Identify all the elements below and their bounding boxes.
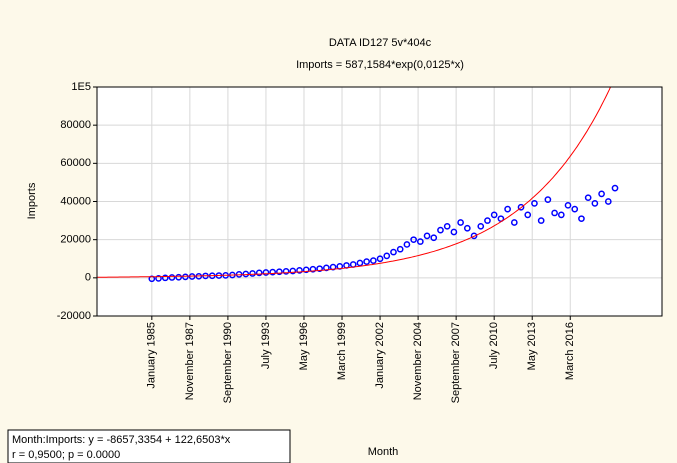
data-point <box>296 267 303 274</box>
data-point <box>437 226 444 234</box>
data-point <box>416 238 424 245</box>
data-point <box>249 270 256 277</box>
y-tick-label: 80000 <box>60 119 91 131</box>
data-point <box>423 232 431 240</box>
x-tick-label: March 1999 <box>336 322 348 380</box>
data-point <box>175 273 183 281</box>
data-point <box>323 264 330 272</box>
data-point <box>484 217 491 224</box>
data-point <box>289 267 297 275</box>
data-point <box>544 196 552 203</box>
y-tick-label: 60000 <box>60 157 91 169</box>
data-point <box>161 274 169 282</box>
data-point <box>403 241 411 248</box>
x-tick-label: January 2002 <box>374 322 386 389</box>
y-tick-label: -20000 <box>57 310 91 322</box>
data-point <box>356 259 364 267</box>
data-point <box>598 190 605 198</box>
data-point <box>517 203 525 211</box>
data-point <box>262 269 270 276</box>
data-point <box>504 205 511 213</box>
x-tick-label: May 2013 <box>526 322 538 370</box>
data-point <box>168 274 176 281</box>
x-tick-label: July 1993 <box>260 322 272 369</box>
x-tick-label: September 2007 <box>450 322 462 403</box>
data-point <box>557 211 565 219</box>
data-point <box>470 232 478 240</box>
data-point <box>302 266 310 274</box>
x-tick-label: July 2010 <box>488 322 500 369</box>
data-point <box>584 194 592 202</box>
x-tick-label: March 2016 <box>564 322 576 380</box>
x-tick-label: November 2004 <box>412 322 424 400</box>
data-point <box>537 217 545 224</box>
x-axis-label: Month <box>368 446 399 458</box>
data-point <box>564 201 572 209</box>
data-point <box>450 228 458 236</box>
data-point <box>457 219 464 226</box>
data-point <box>510 219 518 226</box>
y-tick-label: 20000 <box>60 234 91 246</box>
data-point <box>463 224 471 232</box>
x-tick-label: November 1987 <box>184 322 196 400</box>
data-point <box>524 211 532 219</box>
data-point <box>155 275 162 282</box>
data-point <box>551 209 558 217</box>
data-point <box>477 222 485 230</box>
y-tick-label: 40000 <box>60 195 91 207</box>
data-point <box>531 200 538 207</box>
data-point <box>255 269 263 277</box>
data-point <box>363 258 370 265</box>
data-point <box>329 263 337 271</box>
marks <box>97 87 619 283</box>
annotation: r = 0,9500; p = 0.0000 <box>12 449 120 461</box>
x-tick-label: January 1985 <box>146 322 158 389</box>
x-tick-label: September 1990 <box>222 322 234 403</box>
annotation-box <box>7 429 291 463</box>
data-point <box>390 248 397 256</box>
data-point <box>430 234 438 242</box>
data-point <box>490 211 498 219</box>
chart-title: DATA ID127 5v*404c <box>329 37 432 49</box>
data-point <box>269 268 277 276</box>
data-point <box>282 267 290 275</box>
data-point <box>309 265 317 273</box>
chart-subtitle: Imports = 587,1584*exp(0,0125*x) <box>296 59 464 71</box>
data-point <box>182 273 189 281</box>
data-point <box>410 236 417 244</box>
data-point <box>571 205 579 213</box>
data-point <box>611 184 619 192</box>
data-point <box>443 222 451 230</box>
data-point <box>376 255 384 263</box>
data-point <box>396 245 404 253</box>
data-point <box>369 257 377 265</box>
data-point <box>276 268 283 276</box>
y-tick-label: 1E5 <box>71 81 91 93</box>
fit-curve <box>97 87 612 278</box>
grid <box>97 86 662 317</box>
data-point <box>578 215 585 223</box>
data-point <box>604 198 612 205</box>
y-tick-label: 0 <box>85 272 91 284</box>
data-point <box>383 252 391 260</box>
y-axis-label: Imports <box>26 182 38 219</box>
data-point <box>591 200 599 207</box>
data-point <box>148 275 156 283</box>
annotation: Month:Imports: y = -8657,3354 + 122,6503… <box>12 434 231 446</box>
data-point <box>316 265 323 273</box>
x-tick-label: May 1996 <box>298 322 310 370</box>
